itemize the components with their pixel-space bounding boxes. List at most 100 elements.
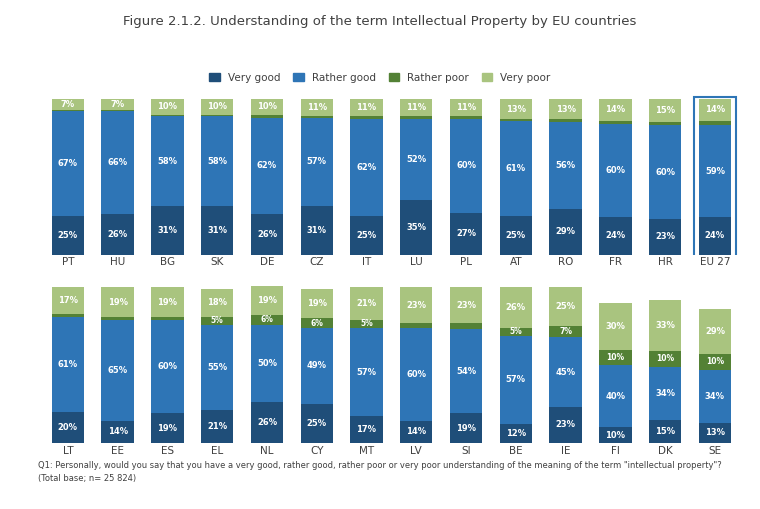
Bar	[649, 99, 681, 122]
Text: 10%: 10%	[207, 102, 227, 111]
Text: 25%: 25%	[307, 419, 327, 428]
Text: 23%: 23%	[556, 420, 575, 430]
Bar	[450, 116, 483, 119]
Text: 15%: 15%	[655, 427, 675, 436]
Text: 34%: 34%	[655, 388, 675, 398]
Bar	[450, 213, 483, 254]
Bar	[102, 110, 134, 111]
Text: 40%: 40%	[606, 391, 625, 401]
Text: 21%: 21%	[207, 422, 227, 431]
Text: 31%: 31%	[307, 226, 327, 235]
Bar	[300, 206, 333, 254]
Bar	[649, 419, 681, 443]
Text: 60%: 60%	[407, 370, 426, 379]
Bar	[499, 121, 532, 216]
Bar	[599, 121, 632, 124]
Text: 31%: 31%	[157, 226, 177, 235]
Text: 54%: 54%	[456, 367, 476, 376]
Text: 60%: 60%	[655, 167, 675, 177]
Text: 7%: 7%	[110, 100, 125, 109]
Text: 29%: 29%	[556, 228, 575, 237]
Bar	[599, 124, 632, 217]
Text: 49%: 49%	[307, 361, 327, 371]
Bar	[350, 320, 383, 328]
Text: 57%: 57%	[307, 157, 327, 166]
Bar	[400, 99, 432, 116]
Bar	[52, 110, 84, 111]
Bar	[251, 214, 283, 254]
Text: 31%: 31%	[207, 226, 227, 235]
Text: 18%: 18%	[207, 298, 227, 307]
Bar	[251, 403, 283, 443]
Bar	[698, 121, 731, 125]
Text: (Total base; n= 25 824): (Total base; n= 25 824)	[38, 474, 136, 484]
Bar	[698, 422, 731, 443]
Bar	[52, 99, 84, 110]
Bar	[350, 416, 383, 443]
Bar	[300, 319, 333, 328]
Bar	[450, 99, 483, 116]
Bar	[151, 115, 184, 116]
Text: 24%: 24%	[705, 231, 725, 240]
Bar	[599, 350, 632, 365]
Bar	[549, 99, 582, 119]
Bar	[151, 116, 184, 206]
Text: Q1: Personally, would you say that you have a very good, rather good, rather poo: Q1: Personally, would you say that you h…	[38, 461, 722, 470]
Bar	[201, 206, 233, 254]
Text: 5%: 5%	[360, 319, 373, 328]
Text: 29%: 29%	[705, 327, 725, 336]
Bar	[201, 99, 233, 115]
Bar	[499, 99, 532, 119]
Bar	[151, 320, 184, 413]
Text: 13%: 13%	[506, 104, 526, 114]
Text: 7%: 7%	[61, 100, 75, 109]
Bar	[300, 99, 333, 116]
Bar	[698, 125, 731, 217]
Bar	[499, 216, 532, 254]
Legend: Very good, Rather good, Rather poor, Very poor: Very good, Rather good, Rather poor, Ver…	[205, 69, 555, 87]
Text: 10%: 10%	[606, 431, 625, 440]
Text: 59%: 59%	[705, 167, 725, 176]
Text: 19%: 19%	[307, 299, 327, 308]
Text: 23%: 23%	[655, 232, 675, 241]
Text: 10%: 10%	[706, 357, 724, 366]
Bar	[151, 287, 184, 317]
Bar	[201, 115, 233, 116]
Bar	[499, 335, 532, 424]
Text: 7%: 7%	[559, 327, 572, 336]
Bar	[251, 286, 283, 315]
Text: 27%: 27%	[456, 229, 476, 238]
Text: 25%: 25%	[356, 231, 376, 240]
Text: 30%: 30%	[606, 322, 625, 331]
Bar	[201, 116, 233, 206]
Bar	[499, 119, 532, 121]
Text: 23%: 23%	[456, 301, 476, 309]
Text: 11%: 11%	[407, 103, 426, 112]
Text: 19%: 19%	[157, 298, 177, 306]
Bar	[52, 287, 84, 314]
Text: 25%: 25%	[505, 231, 526, 240]
Text: 6%: 6%	[310, 319, 323, 328]
Bar	[300, 404, 333, 443]
Text: 14%: 14%	[108, 428, 128, 436]
Text: 19%: 19%	[157, 423, 177, 433]
Bar	[400, 328, 432, 421]
Bar	[549, 209, 582, 254]
Text: 60%: 60%	[606, 166, 625, 175]
Text: Figure 2.1.2. Understanding of the term Intellectual Property by EU countries: Figure 2.1.2. Understanding of the term …	[123, 15, 637, 29]
Bar	[599, 427, 632, 443]
Text: 26%: 26%	[257, 418, 277, 427]
Text: 66%: 66%	[108, 158, 128, 167]
Bar	[599, 217, 632, 254]
Bar	[450, 329, 483, 413]
Bar	[52, 111, 84, 216]
Text: 10%: 10%	[157, 102, 177, 111]
Bar	[350, 116, 383, 119]
Text: 5%: 5%	[509, 327, 522, 336]
Bar	[102, 214, 134, 254]
Text: 17%: 17%	[58, 296, 78, 305]
Bar	[549, 119, 582, 122]
Text: 26%: 26%	[108, 230, 128, 239]
Text: 23%: 23%	[407, 301, 426, 309]
Text: 10%: 10%	[606, 353, 625, 362]
